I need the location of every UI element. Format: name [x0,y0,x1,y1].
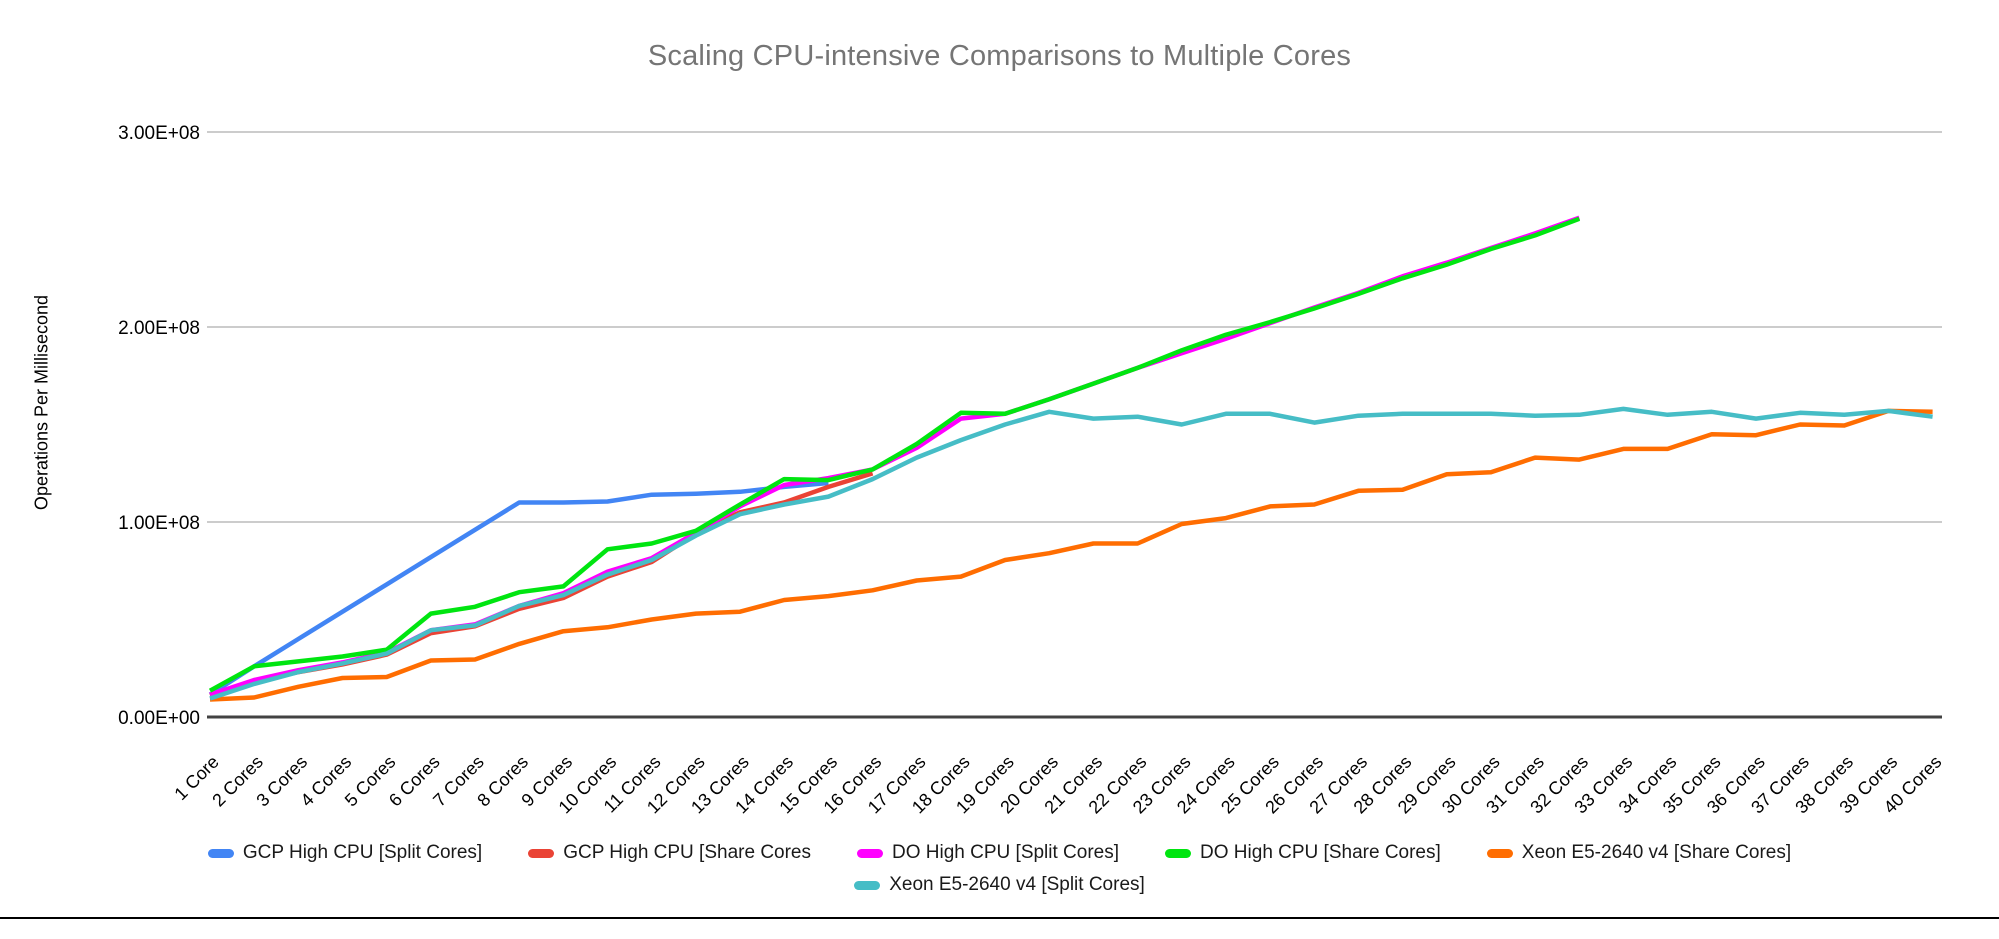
legend-label: GCP High CPU [Share Cores [563,842,812,863]
legend-item-do-high-cpu-split-cores[interactable]: DO High CPU [Split Cores] [857,842,1119,864]
legend-swatch-icon [1165,848,1192,858]
series-line-do-high-cpu-share-cores[interactable] [208,216,1581,693]
y-tick-label: 1.00E+08 [118,513,200,534]
series-line-xeon-e5-2640-v4-share-cores[interactable] [209,408,1933,702]
legend-item-xeon-e5-2640-v4-share-cores[interactable]: Xeon E5-2640 v4 [Share Cores] [1486,842,1792,864]
legend-swatch-icon [854,880,881,890]
legend-swatch-icon [857,848,884,858]
legend-row: Xeon E5-2640 v4 [Split Cores] [854,874,1145,896]
legend-label: Xeon E5-2640 v4 [Split Cores] [889,874,1145,895]
y-tick-label: 0.00E+00 [118,708,200,729]
chart-title: Scaling CPU-intensive Comparisons to Mul… [647,40,1352,72]
legend-item-gcp-high-cpu-split-cores[interactable]: GCP High CPU [Split Cores] [207,842,483,864]
chart-legend: GCP High CPU [Split Cores] GCP High CPU [… [0,842,1999,896]
series-line-xeon-e5-2640-v4-split-cores[interactable] [209,406,1933,701]
series-line-gcp-high-cpu-split-cores[interactable] [208,480,829,697]
legend-item-do-high-cpu-share-cores[interactable]: DO High CPU [Share Cores] [1165,842,1441,864]
y-tick-label: 3.00E+08 [118,123,200,144]
legend-label: DO High CPU [Split Cores] [892,842,1120,863]
legend-label: Xeon E5-2640 v4 [Share Cores] [1521,842,1792,863]
legend-swatch-icon [1486,848,1513,858]
legend-row: GCP High CPU [Split Cores] GCP High CPU [… [207,842,1792,864]
legend-item-gcp-high-cpu-share-cores[interactable]: GCP High CPU [Share Cores [528,842,811,864]
legend-item-xeon-e5-2640-v4-split-cores[interactable]: Xeon E5-2640 v4 [Split Cores] [854,874,1145,896]
legend-label: DO High CPU [Share Cores] [1200,842,1441,863]
y-tick-label: 2.00E+08 [118,318,200,339]
legend-label: GCP High CPU [Split Cores] [242,842,483,863]
legend-swatch-icon [207,848,234,858]
window-bottom-divider [0,917,1999,919]
legend-swatch-icon [528,848,555,858]
